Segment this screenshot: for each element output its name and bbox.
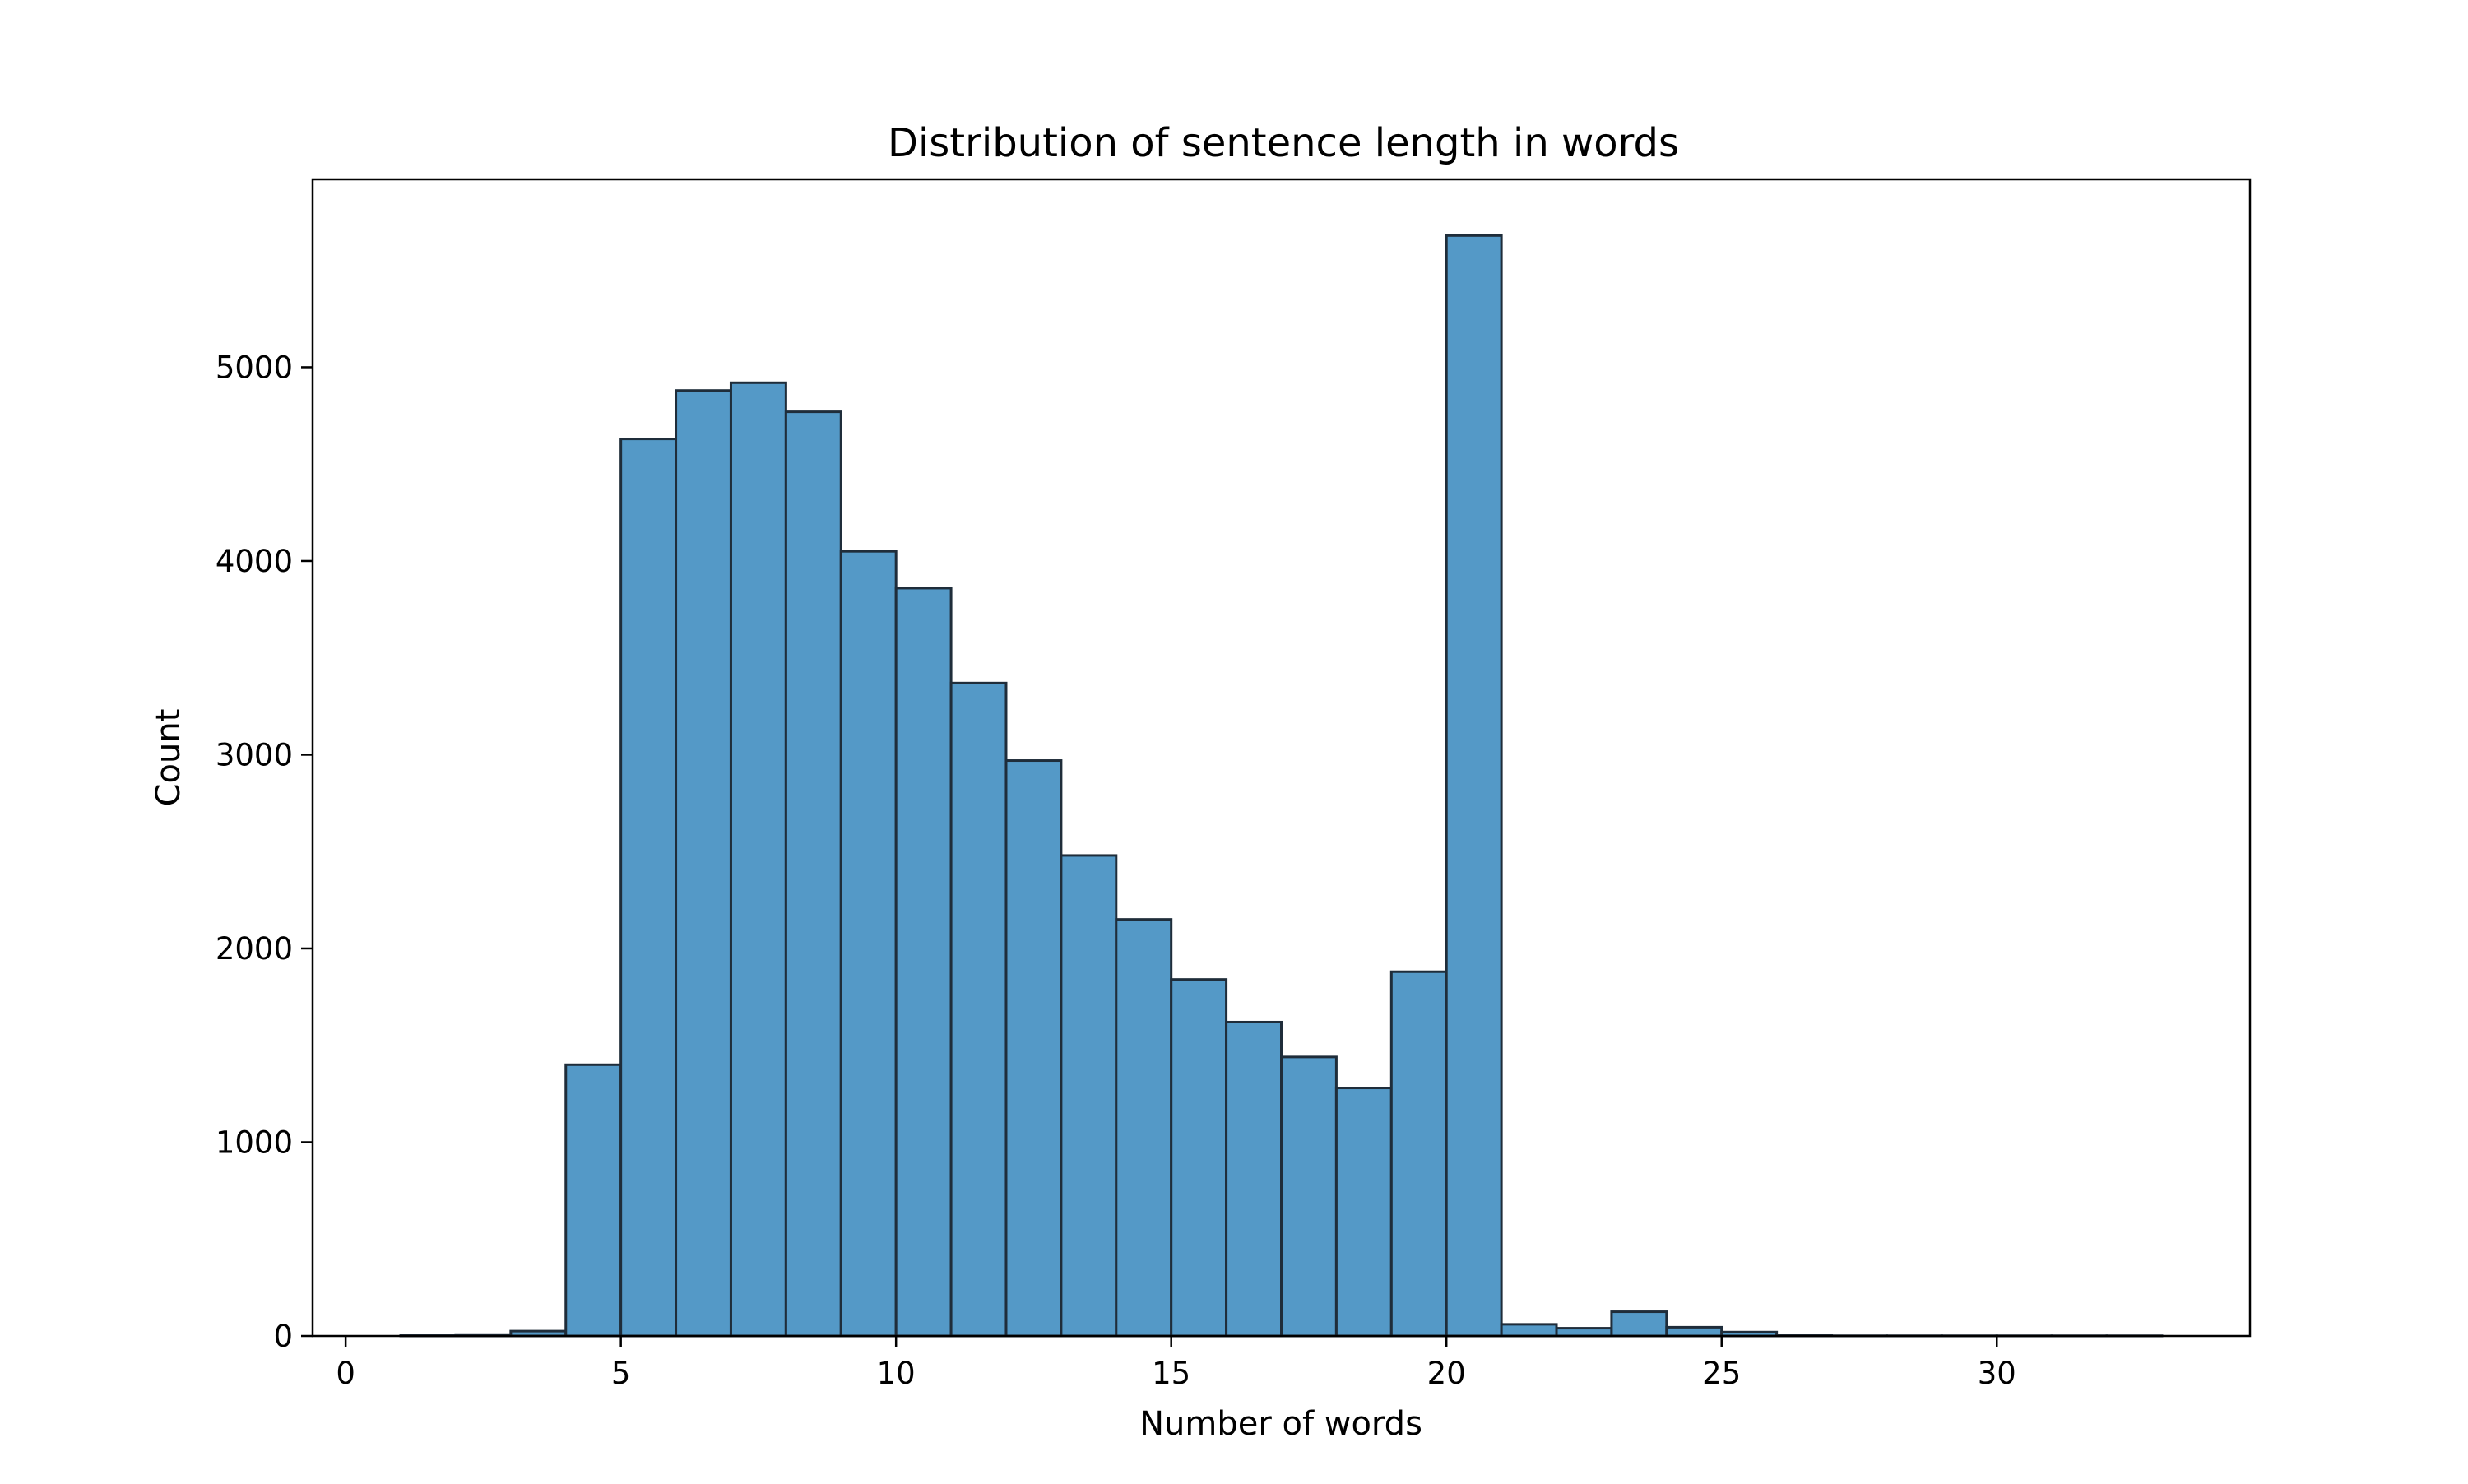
histogram-bar <box>1556 1329 1612 1336</box>
histogram-bar <box>1667 1327 1722 1336</box>
histogram-bar <box>1501 1324 1556 1336</box>
histogram-bar <box>1391 972 1446 1336</box>
histogram-bar <box>1116 920 1171 1336</box>
histogram-bar <box>1336 1088 1391 1336</box>
x-tick-label: 5 <box>611 1356 631 1391</box>
histogram-bar <box>1227 1022 1282 1336</box>
y-tick-label: 1000 <box>216 1125 293 1160</box>
y-tick-label: 4000 <box>216 544 293 579</box>
y-axis-label: Count <box>150 709 188 807</box>
histogram-bar <box>676 391 731 1336</box>
x-axis-label: Number of words <box>1139 1405 1422 1443</box>
chart-title: Distribution of sentence length in words <box>888 120 1679 166</box>
histogram-bar <box>786 412 841 1336</box>
x-tick-label: 25 <box>1702 1356 1741 1391</box>
y-tick-label: 3000 <box>216 737 293 772</box>
histogram-bar <box>621 439 676 1336</box>
y-axis: 0 1000 2000 3000 4000 5000 <box>216 350 313 1354</box>
x-tick-label: 15 <box>1152 1356 1190 1391</box>
histogram-bar <box>566 1064 621 1336</box>
histogram-bar <box>951 683 1006 1336</box>
bars-layer <box>401 235 2162 1336</box>
histogram-bar <box>1171 980 1227 1336</box>
histogram-bar <box>841 551 896 1336</box>
x-tick-label: 0 <box>336 1356 355 1391</box>
histogram-bar <box>731 383 786 1336</box>
y-tick-label: 0 <box>273 1319 293 1354</box>
histogram-bar <box>1006 761 1061 1336</box>
histogram-bar <box>1446 235 1501 1336</box>
histogram-bar <box>1612 1312 1667 1336</box>
x-tick-label: 30 <box>1978 1356 2016 1391</box>
x-tick-label: 20 <box>1427 1356 1466 1391</box>
histogram-bar <box>1061 856 1116 1336</box>
histogram-bar <box>896 588 951 1336</box>
x-axis: 0 5 10 15 20 25 30 <box>336 1336 2016 1391</box>
histogram-bar <box>1282 1057 1337 1336</box>
y-tick-label: 2000 <box>216 931 293 967</box>
y-tick-label: 5000 <box>216 350 293 385</box>
x-tick-label: 10 <box>877 1356 916 1391</box>
